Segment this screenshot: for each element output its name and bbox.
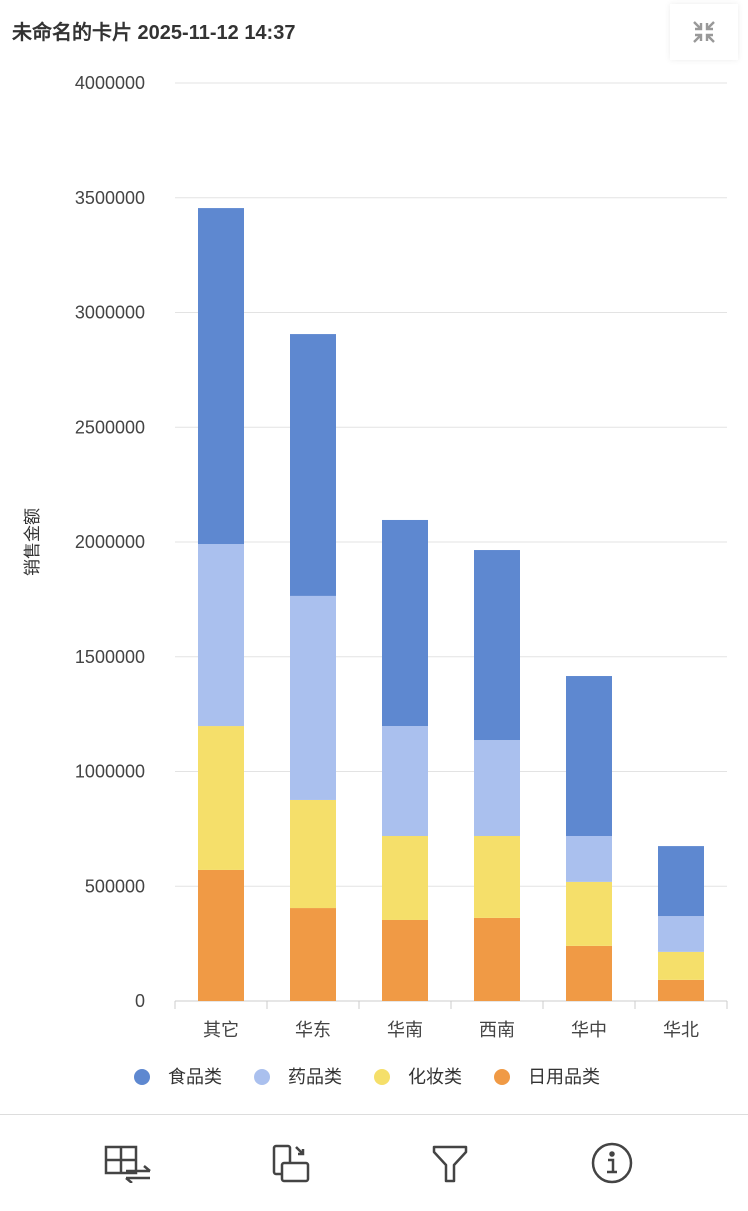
bar-segment	[566, 676, 612, 836]
y-tick-label: 2000000	[75, 532, 145, 552]
bar-segment	[658, 916, 704, 952]
bar-segment	[658, 951, 704, 980]
legend-label: 化妆类	[408, 1067, 462, 1087]
filter-button[interactable]	[426, 1141, 474, 1185]
y-tick-label: 2500000	[75, 417, 145, 437]
rotate-icon	[272, 1144, 310, 1183]
y-tick-label: 3000000	[75, 303, 145, 323]
card-title: 未命名的卡片 2025-11-12 14:37	[12, 22, 296, 44]
y-tick-label: 1500000	[75, 647, 145, 667]
bar-segment	[566, 881, 612, 946]
x-tick-label: 其它	[203, 1020, 239, 1040]
y-tick-label: 1000000	[75, 762, 145, 782]
bar-segment	[474, 550, 520, 741]
x-tick-label: 华南	[387, 1020, 423, 1040]
x-tick-label: 西南	[479, 1020, 515, 1040]
bar-segment	[198, 544, 244, 727]
info-icon	[591, 1142, 633, 1184]
bar-segment	[474, 835, 520, 918]
bar-segment	[198, 208, 244, 545]
legend-label: 食品类	[168, 1067, 222, 1087]
bar-segment	[198, 726, 244, 870]
filter-icon	[432, 1145, 468, 1183]
bar-segment	[290, 595, 336, 800]
y-axis-label: 销售金额	[23, 508, 42, 576]
bar-segment	[474, 917, 520, 1001]
y-tick-label: 4000000	[75, 73, 145, 93]
legend-marker	[494, 1069, 510, 1085]
legend-marker	[254, 1069, 270, 1085]
y-tick-label: 500000	[85, 876, 145, 896]
y-tick-label: 3500000	[75, 188, 145, 208]
bar-segment	[382, 519, 428, 727]
info-button[interactable]	[588, 1141, 636, 1185]
bar-segment	[474, 740, 520, 836]
bar-segment	[658, 979, 704, 1001]
bar-segment	[290, 334, 336, 596]
legend-marker	[374, 1069, 390, 1085]
bar-segment	[290, 908, 336, 1001]
x-tick-label: 华中	[571, 1020, 607, 1040]
legend-label: 日用品类	[528, 1067, 600, 1087]
swap-table-button[interactable]	[104, 1141, 152, 1185]
rotate-button[interactable]	[266, 1141, 314, 1185]
bar-segment	[658, 846, 704, 917]
bar-segment	[290, 799, 336, 909]
y-tick-label: 0	[135, 991, 145, 1011]
card-toolbar	[0, 1114, 748, 1211]
legend-label: 药品类	[288, 1067, 342, 1087]
table-swap-icon	[104, 1145, 151, 1183]
bar-segment	[382, 835, 428, 920]
bar-segment	[566, 835, 612, 882]
x-tick-label: 华北	[663, 1020, 699, 1040]
legend-marker	[134, 1069, 150, 1085]
bar-segment	[382, 919, 428, 1001]
stacked-bar-chart: 0 500000 1000000 1500000 2000000 2500000 30000…	[23, 73, 728, 1087]
bar-segment	[198, 869, 244, 1001]
bar-segment	[382, 726, 428, 836]
x-tick-label: 华东	[295, 1020, 331, 1040]
bar-segment	[566, 945, 612, 1001]
collapse-arrows-icon	[693, 21, 715, 43]
collapse-button[interactable]	[670, 4, 738, 60]
